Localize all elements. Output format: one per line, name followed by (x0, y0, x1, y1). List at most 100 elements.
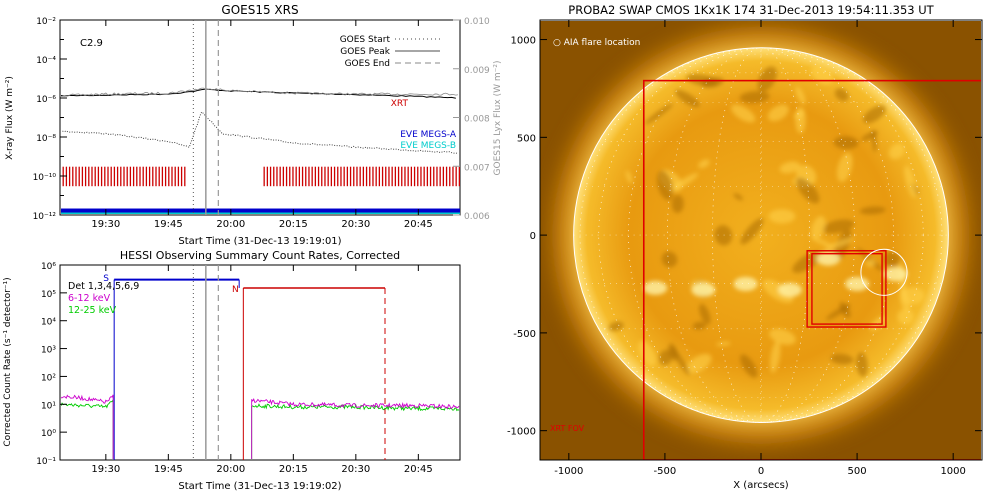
disk-dark-feature (671, 194, 684, 214)
hessi-x-tick-label-1: 19:45 (154, 464, 183, 475)
goes-x-tick-label-4: 20:30 (341, 219, 370, 230)
disk-bright-feature (769, 328, 796, 345)
disk-dark-feature (656, 170, 674, 201)
series-label-megs-b: EVE MEGS-B (400, 141, 456, 151)
disk-dark-feature (608, 321, 624, 332)
goes-x-tick-label-0: 19:30 (91, 219, 120, 230)
hessi-y-tick-label-4: 10² (41, 373, 56, 383)
swap-title: PROBA2 SWAP CMOS 1Kx1K 174 31-Dec-2013 1… (568, 3, 934, 17)
disk-bright-feature (769, 340, 781, 373)
aia-flare-location-circle (860, 248, 908, 296)
xrt-fov-annotation: XRT FOV (550, 424, 585, 433)
disk-bright-feature (638, 340, 657, 366)
hessi-y-axis-label: Corrected Count Rate (s⁻¹ detector⁻¹) (3, 277, 13, 446)
disk-bright-feature (811, 65, 834, 85)
disk-bright-feature (768, 209, 796, 224)
legend-low-energy-label: 6-12 keV (68, 293, 111, 304)
goes-y-tick-label-4: 10⁻¹⁰ (33, 173, 57, 183)
hessi-series (61, 394, 460, 459)
series-label-megs-a: EVE MEGS-A (400, 130, 457, 140)
swap-x-tick-label-2: 0 (758, 466, 764, 477)
goes-y2-tick-label-2: 0.008 (464, 115, 490, 125)
hessi-x-axis-label: Start Time (31-Dec-13 19:19:02) (178, 481, 341, 492)
disk-dark-feature (839, 301, 851, 318)
goes-y-tick-label-5: 10⁻¹² (33, 212, 57, 222)
night-marker: N (232, 285, 239, 295)
disk-dark-feature (796, 177, 820, 204)
active-region-1 (643, 280, 668, 295)
hessi-title: HESSI Observing Summary Count Rates, Cor… (120, 249, 400, 262)
goes-panel: GOES15 XRS 10⁻² 10⁻⁴ 10⁻⁶ 10⁻⁸ 10⁻¹⁰ 10⁻¹² 0.… (5, 3, 503, 247)
disk-bright-feature (811, 216, 826, 239)
region-box-1 (806, 250, 887, 328)
series-label-xrt: XRT (391, 99, 409, 109)
disk-dark-feature (675, 89, 700, 108)
disk-bright-feature (897, 309, 914, 325)
disk-dark-feature (883, 251, 901, 268)
goes-title: GOES15 XRS (221, 3, 298, 17)
goes-y2-tick-label-0: 0.010 (464, 17, 490, 27)
goes-y2-ticks: 0.010 0.009 0.008 0.007 0.006 (453, 17, 490, 222)
disk-bright-feature (779, 161, 800, 174)
disk-dark-feature (739, 90, 770, 104)
active-region-0 (845, 277, 870, 291)
goes-coverage-bars (61, 166, 460, 214)
hessi-y-ticks: 10⁶ 10⁵ 10⁴ 10³ 10² 10¹ 10⁰ 10⁻¹ (36, 262, 67, 467)
swap-fov-boxes (642, 79, 981, 460)
active-region-3 (777, 282, 802, 297)
disk-dark-feature (833, 136, 859, 150)
swap-y-tick-label-3: -500 (513, 329, 536, 340)
swap-x-axis-label: X (arcsecs) (733, 480, 789, 491)
disk-dark-feature (834, 88, 849, 102)
hessi-y-tick-label-1: 10⁵ (41, 290, 56, 300)
disk-bright-feature (730, 104, 756, 123)
hessi-x-tick-label-5: 20:45 (404, 464, 433, 475)
disk-dark-feature (863, 105, 886, 124)
saa-marker: S (103, 274, 109, 284)
goes-y2-tick-label-4: 0.006 (464, 212, 490, 222)
disk-dark-feature (740, 354, 758, 378)
goes-y2-tick-label-3: 0.007 (464, 163, 490, 173)
hessi-y-tick-label-0: 10⁶ (41, 262, 56, 272)
hessi-plot-frame (59, 264, 461, 461)
hessi-y-tick-label-5: 10¹ (41, 401, 56, 411)
disk-dark-feature (661, 251, 678, 268)
longitude-line (760, 47, 762, 423)
disk-dark-feature (859, 206, 886, 215)
goes-lyx-line (61, 87, 458, 97)
hessi-panel: HESSI Observing Summary Count Rates, Cor… (3, 249, 461, 492)
swap-image (540, 21, 981, 460)
aia-flare-annotation: ○ AIA flare location (553, 38, 640, 48)
swap-y-ticks: 1000 500 0 -500 -1000 (507, 36, 982, 438)
legend-high-energy-label: 12-25 keV (68, 305, 117, 316)
hessi-6-12kev-line-segment-1 (251, 398, 460, 410)
goes-x-axis-label: Start Time (31-Dec-13 19:19:01) (178, 236, 341, 247)
disk-bright-feature (698, 159, 710, 169)
disk-bright-feature (668, 173, 699, 193)
swap-y-tick-label-2: 0 (530, 231, 536, 242)
disk-bright-feature (716, 341, 731, 347)
goes-y2-axis-label: GOES15 Lyx Flux (W m⁻²) (493, 61, 503, 176)
disk-bright-feature (625, 170, 633, 184)
disk-dark-feature (757, 66, 777, 92)
longitude-line (579, 47, 943, 423)
xrt-fov-box (642, 79, 981, 460)
disk-bright-feature (767, 104, 789, 122)
goes-plot-frame (59, 19, 461, 216)
swap-panel: PROBA2 SWAP CMOS 1Kx1K 174 31-Dec-2013 1… (507, 3, 983, 491)
goes-y-tick-label-3: 10⁻⁸ (36, 134, 56, 144)
hessi-6-12kev-line-segment-0 (61, 394, 114, 404)
swap-y-tick-label-0: 1000 (511, 36, 536, 47)
disk-bright-feature (795, 86, 806, 105)
swap-x-tick-label-3: 500 (848, 466, 867, 477)
hessi-y-tick-label-2: 10⁴ (41, 318, 56, 328)
goes-flare-class: C2.9 (80, 38, 103, 49)
megs-a-coverage-bar (61, 208, 460, 214)
swap-x-tick-label-4: 1000 (940, 466, 965, 477)
hessi-x-tick-label-4: 20:30 (341, 464, 370, 475)
swap-y-tick-label-1: 500 (517, 133, 536, 144)
disk-bright-feature (837, 152, 853, 182)
megs-b-coverage-bar (61, 212, 460, 214)
